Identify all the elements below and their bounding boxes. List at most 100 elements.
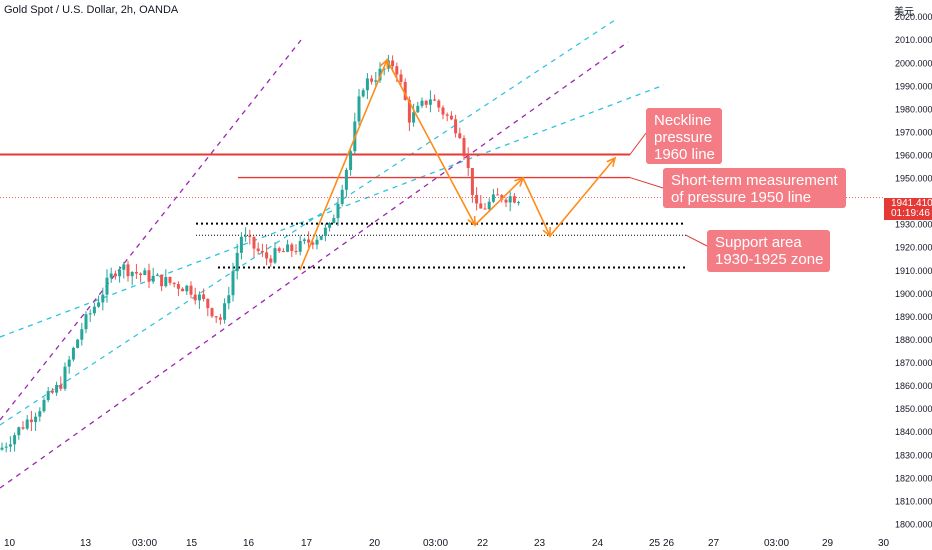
candle-body: [441, 107, 445, 115]
candle-body: [25, 419, 29, 429]
time-tick-label: 20: [369, 538, 381, 549]
candle-body: [210, 308, 214, 317]
neckline-line-3: 1960 line: [654, 146, 715, 163]
candle-body: [445, 114, 449, 116]
price-tick-label: 1820.000: [895, 473, 932, 483]
countdown-timer: 01:19:46: [891, 208, 930, 219]
candle-body: [231, 271, 235, 296]
candle-body: [302, 239, 306, 241]
candle-body: [462, 138, 466, 157]
candle-body: [517, 202, 521, 204]
time-tick-label: 03:00: [423, 538, 448, 549]
projection-arrowhead: [467, 215, 476, 227]
purple-channel-line: [0, 39, 302, 421]
time-tick-label: 22: [477, 538, 489, 549]
price-tick-label: 1960.000: [895, 151, 932, 161]
candle-body: [256, 248, 260, 251]
candle-body: [391, 60, 395, 67]
candle-body: [504, 199, 508, 203]
time-tick-label: 23: [534, 538, 546, 549]
support-line-1: Support area: [715, 234, 802, 251]
candle-body: [349, 151, 353, 170]
candle-body: [105, 277, 109, 295]
short-term-connector: [629, 177, 664, 189]
current-price-tag: 1941.410 01:19:46: [884, 198, 932, 220]
candle-body: [151, 275, 155, 282]
candle-body: [202, 294, 206, 299]
candle-body: [424, 100, 428, 105]
time-tick-label: 03:00: [132, 538, 157, 549]
candle-body: [403, 81, 407, 100]
candle-body: [80, 329, 84, 340]
candle-body: [97, 302, 101, 307]
candle-body: [50, 391, 54, 393]
candle-body: [172, 282, 176, 285]
candle-body: [139, 273, 143, 276]
price-tick-label: 1930.000: [895, 220, 932, 230]
price-tick-label: 1980.000: [895, 104, 932, 114]
time-tick-label: 25: [649, 538, 661, 549]
candle-body: [168, 276, 172, 283]
candle-body: [370, 78, 374, 82]
candle-body: [449, 115, 453, 120]
time-tick-label: 30: [878, 538, 890, 549]
price-tick-label: 1830.000: [895, 450, 932, 460]
candle-body: [332, 218, 336, 224]
candle-body: [227, 295, 231, 304]
candle-body: [13, 435, 17, 445]
candle-body: [277, 248, 281, 252]
price-tick-label: 1880.000: [895, 335, 932, 345]
candle-body: [0, 447, 4, 450]
candle-body: [176, 284, 180, 289]
candle-body: [101, 294, 105, 303]
candle-body: [147, 270, 151, 282]
price-tick-label: 1970.000: [895, 127, 932, 137]
horizontal-levels: [0, 132, 884, 269]
time-tick-label: 27: [708, 538, 720, 549]
price-tick-label: 1890.000: [895, 312, 932, 322]
price-tick-label: 1900.000: [895, 289, 932, 299]
candle-body: [63, 366, 67, 389]
time-tick-label: 15: [186, 538, 198, 549]
candle-body: [42, 399, 46, 412]
candle-body: [84, 314, 88, 330]
candle-body: [496, 194, 500, 196]
price-tick-label: 1910.000: [895, 266, 932, 276]
projection-arrowhead: [542, 226, 551, 238]
cyan-channel-line: [0, 17, 619, 426]
candle-body: [500, 195, 504, 200]
candle-body: [315, 239, 319, 245]
neckline-callout: Neckline pressure 1960 line: [646, 108, 722, 164]
candle-body: [508, 196, 512, 203]
candle-body: [113, 273, 117, 277]
time-tick-label: 24: [592, 538, 604, 549]
candle-body: [357, 96, 361, 122]
candle-body: [126, 264, 130, 277]
candle-body: [248, 235, 252, 237]
time-tick-label: 10: [4, 538, 16, 549]
candle-body: [298, 240, 302, 252]
candle-body: [340, 189, 344, 204]
projection-arrowhead: [379, 58, 389, 70]
candle-body: [269, 258, 273, 263]
candle-body: [76, 339, 80, 348]
candle-body: [17, 427, 21, 436]
price-tick-label: 1810.000: [895, 496, 932, 506]
neckline-line-2: pressure: [654, 129, 713, 146]
neckline-line-1: Neckline: [654, 112, 712, 129]
candle-body: [323, 227, 327, 237]
candle-body: [399, 74, 403, 82]
time-tick-label: 03:00: [764, 538, 789, 549]
candle-body: [134, 271, 138, 274]
candle-body: [433, 99, 437, 101]
candle-body: [59, 384, 63, 389]
candle-body: [290, 244, 294, 251]
time-tick-label: 16: [243, 538, 255, 549]
candle-body: [29, 419, 33, 423]
price-tick-label: 1850.000: [895, 404, 932, 414]
candle-body: [109, 273, 113, 278]
candle-body: [130, 271, 134, 277]
candle-body: [223, 303, 227, 320]
candle-body: [197, 294, 201, 301]
